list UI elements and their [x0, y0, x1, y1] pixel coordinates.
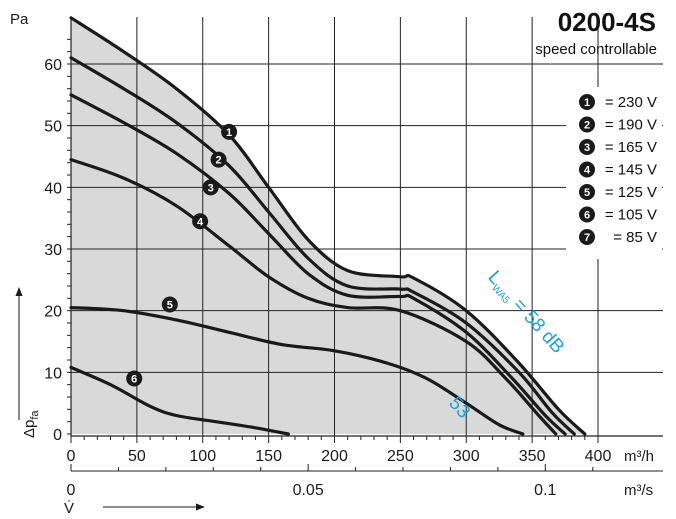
fan-curves: [69, 16, 587, 436]
legend-marker-text: 4: [584, 165, 591, 177]
operating-area-fill: [71, 17, 585, 434]
curve-marker-circle: [210, 151, 227, 168]
legend-label: = 105 V: [605, 207, 657, 224]
curve-marker-text: 3: [208, 182, 214, 194]
curve-marker-text: 1: [226, 127, 232, 139]
legend-marker-text: 7: [584, 232, 590, 244]
legend-item-2: 2 = 190 V: [579, 116, 657, 134]
x2-tick-label: 0.1: [534, 482, 556, 499]
curve-marker-3: 3: [202, 179, 219, 196]
legend-marker-text: 1: [584, 97, 590, 109]
legend-marker-text: 3: [584, 142, 590, 154]
curve-marker-text: 6: [131, 374, 137, 386]
y-axis-symbol-main: Δp: [21, 420, 38, 438]
y-axis-symbol: Δpfa: [21, 410, 41, 438]
legend-item-6: 6 = 105 V: [579, 206, 657, 224]
x-tick-label: 250: [387, 448, 414, 465]
x-unit-primary: m³/h: [624, 448, 654, 465]
curve-marker-2: 2: [210, 151, 227, 168]
legend-marker-circle: [579, 116, 595, 133]
x2-tick-label: 0.05: [293, 482, 324, 499]
chart-subtitle: speed controllable: [535, 41, 657, 58]
axes: [67, 17, 663, 472]
x-axis-symbol: V̇: [64, 500, 74, 517]
curve-marker-text: 5: [167, 300, 173, 312]
curve-marker-circle: [192, 213, 209, 230]
x-tick-label: 150: [255, 448, 282, 465]
sound-level-58-suffix: = 58 dB: [505, 291, 568, 358]
x-tick-label: 200: [321, 448, 348, 465]
legend-marker-circle: [579, 139, 595, 155]
curve-marker-text: 4: [197, 216, 204, 228]
curve-marker-5: 5: [161, 296, 178, 313]
x-tick-label: 300: [453, 448, 480, 465]
legend-item-7: 7 = 85 V: [579, 229, 657, 246]
chart-title: 0200-4S: [558, 7, 656, 37]
x-tick-label: 50: [128, 448, 146, 465]
y-tick-label: 60: [44, 57, 62, 74]
y-tick-label: 40: [44, 180, 62, 197]
y-axis-arrow-head: [15, 287, 23, 296]
y-tick-label: 20: [44, 304, 62, 321]
curve-marker-circle: [221, 123, 238, 140]
curve-marker-4: 4: [192, 213, 209, 230]
x-tick-label: 350: [519, 448, 546, 465]
curve-marker-text: 2: [215, 155, 221, 167]
legend-marker-circle: [579, 229, 595, 245]
legend-label: = 85 V: [613, 229, 657, 246]
tick-labels: 0 10 20 30 40 50 60 0 50 100 150 200 250 300 350 400 0 0.…: [44, 57, 611, 499]
legend-item-1: 1 = 230 V: [579, 94, 657, 111]
legend-label: = 190 V: [605, 117, 657, 134]
legend-marker-circle: [579, 161, 595, 178]
legend: 1 = 230 V 2 = 190 V 3 = 165 V 4 = 145 V 5 = 125 V…: [566, 87, 662, 259]
curve-3: [69, 93, 567, 436]
curve-marker-circle: [202, 179, 219, 196]
legend-marker-text: 5: [584, 187, 590, 199]
legend-label: = 230 V: [605, 94, 657, 111]
legend-label: = 125 V: [605, 184, 657, 201]
legend-marker-circle: [579, 94, 595, 110]
legend-label: = 145 V: [605, 162, 657, 179]
y-axis-symbol-sub: fa: [29, 410, 41, 420]
y-tick-label: 10: [44, 365, 62, 382]
curve-marker-1: 1: [221, 123, 238, 140]
x-unit-secondary: m³/s: [624, 482, 653, 499]
x2-tick-label: 0: [67, 482, 76, 499]
y-tick-label: 30: [44, 242, 62, 259]
legend-item-5: 5 = 125 V: [579, 184, 657, 201]
x-tick-label: 0: [67, 448, 76, 465]
curve-marker-circle: [126, 370, 143, 387]
legend-marker-text: 6: [584, 210, 590, 222]
legend-item-3: 3 = 165 V: [579, 139, 657, 156]
curve-1: [69, 16, 587, 436]
y-unit-label: Pa: [10, 11, 29, 28]
svg-text:Δpfa: Δpfa: [21, 410, 41, 438]
curve-5: [69, 306, 525, 436]
x-tick-label: 100: [189, 448, 216, 465]
curve-markers: 1 2 3 4 5 6: [126, 123, 238, 387]
legend-item-4: 4 = 145 V: [579, 161, 657, 179]
y-tick-label: 50: [44, 119, 62, 136]
curve-marker-6: 6: [126, 370, 143, 387]
x-tick-label: 400: [585, 448, 612, 465]
curve-2: [69, 56, 576, 436]
legend-marker-circle: [579, 184, 595, 200]
curve-4: [69, 158, 558, 436]
legend-marker-text: 2: [584, 120, 590, 132]
curve-marker-circle: [161, 296, 178, 313]
legend-label: = 165 V: [605, 139, 657, 156]
x-axis-arrow-head: [196, 503, 205, 511]
curve-6: [69, 365, 290, 436]
y-tick-label: 0: [53, 427, 62, 444]
legend-marker-circle: [579, 206, 595, 223]
